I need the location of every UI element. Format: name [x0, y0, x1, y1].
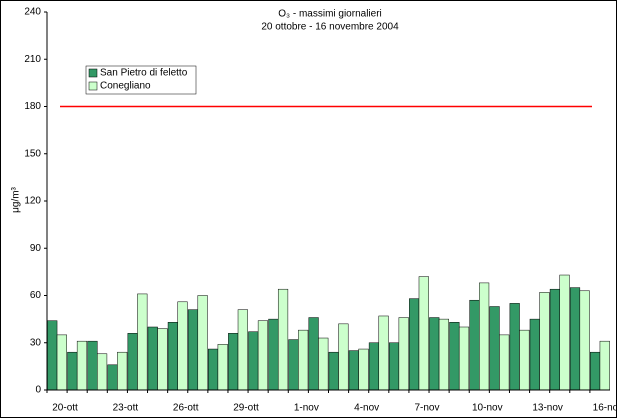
- bar: [137, 293, 148, 391]
- bar: [308, 317, 319, 391]
- bar: [469, 299, 480, 391]
- bar: [117, 351, 128, 391]
- bar: [76, 340, 88, 391]
- bar: [187, 309, 199, 391]
- bar: [449, 322, 460, 391]
- y-tick-label: 60: [30, 290, 42, 301]
- y-tick-label: 120: [24, 196, 41, 207]
- bar: [559, 274, 570, 391]
- bar: [388, 342, 400, 391]
- bar: [368, 342, 380, 391]
- bar: [509, 303, 520, 391]
- bar: [208, 348, 219, 391]
- bar: [519, 329, 530, 391]
- bar: [47, 320, 58, 391]
- bar: [197, 295, 208, 391]
- bar: [107, 364, 118, 391]
- bar: [409, 298, 420, 391]
- bar: [499, 334, 510, 391]
- bar: [549, 288, 560, 391]
- bar: [318, 337, 329, 391]
- y-tick-label: 90: [30, 243, 42, 254]
- chart-title: O₃ - massimi giornalieri: [278, 9, 382, 20]
- bar: [338, 323, 349, 391]
- bar: [298, 329, 309, 391]
- x-tick-label: 29-ott: [233, 403, 259, 414]
- bar: [268, 318, 279, 391]
- bar: [398, 317, 409, 391]
- bar: [599, 340, 610, 391]
- bar: [539, 292, 550, 391]
- bar: [438, 318, 449, 391]
- bar: [248, 331, 259, 391]
- bar: [348, 350, 359, 391]
- bar: [358, 348, 369, 391]
- y-tick-label: 180: [24, 101, 41, 112]
- bar: [429, 317, 440, 391]
- x-tick-label: 16-nov: [593, 403, 617, 414]
- bar: [147, 326, 158, 391]
- bar: [288, 339, 299, 391]
- x-tick-label: 20-ott: [52, 403, 78, 414]
- bar: [67, 351, 78, 391]
- bar: [237, 309, 248, 391]
- bar: [228, 333, 239, 391]
- legend-label: San Pietro di feletto: [100, 68, 188, 79]
- bar: [579, 290, 590, 391]
- legend-box: [85, 65, 197, 95]
- bar: [277, 288, 289, 391]
- x-tick-label: 1-nov: [294, 403, 319, 414]
- legend-swatch: [88, 81, 98, 91]
- y-tick-label: 210: [24, 54, 41, 65]
- bar: [529, 318, 540, 391]
- y-tick-label: 0: [35, 385, 41, 396]
- bar: [418, 276, 429, 391]
- bar: [590, 351, 601, 391]
- y-tick-label: 30: [30, 337, 42, 348]
- legend-label: Conegliano: [100, 81, 151, 92]
- bar: [489, 306, 500, 391]
- bar: [217, 344, 228, 391]
- bar: [87, 340, 98, 391]
- bar: [127, 333, 138, 391]
- bar: [378, 315, 389, 391]
- bar: [97, 353, 108, 391]
- bar: [458, 326, 470, 391]
- bar: [157, 328, 168, 391]
- y-tick-label: 150: [24, 148, 41, 159]
- y-tick-label: 240: [24, 7, 41, 18]
- x-tick-label: 23-ott: [113, 403, 139, 414]
- bar: [569, 287, 581, 391]
- x-tick-label: 26-ott: [173, 403, 199, 414]
- bar: [177, 301, 188, 391]
- chart-subtitle: 20 ottobre - 16 novembre 2004: [261, 22, 399, 33]
- x-tick-label: 4-nov: [354, 403, 379, 414]
- y-axis-label: μg/m³: [11, 186, 22, 212]
- bar: [167, 322, 178, 391]
- bar: [56, 334, 67, 391]
- x-tick-label: 13-nov: [532, 403, 563, 414]
- bar: [328, 351, 339, 391]
- x-tick-label: 10-nov: [472, 403, 503, 414]
- x-tick-label: 7-nov: [414, 403, 439, 414]
- bar: [257, 320, 269, 391]
- legend-swatch: [88, 68, 98, 78]
- bar: [479, 282, 490, 391]
